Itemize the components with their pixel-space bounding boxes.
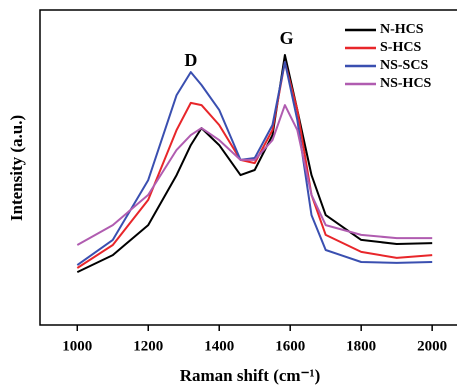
x-tick-label: 1000 xyxy=(62,338,92,354)
x-tick-label: 2000 xyxy=(417,338,447,354)
plot-frame xyxy=(39,9,457,326)
series-line xyxy=(76,61,433,269)
x-tick-label: 1600 xyxy=(275,338,305,354)
series-line xyxy=(76,54,433,274)
y-axis-label: Intensity (a.u.) xyxy=(7,115,26,221)
series-line xyxy=(76,61,433,266)
x-tick-label: 1400 xyxy=(204,338,234,354)
annotation: G xyxy=(280,28,294,48)
legend-label: N-HCS xyxy=(380,22,424,37)
legend-label: NS-SCS xyxy=(380,58,428,73)
x-axis-label: Raman shift (cm⁻¹) xyxy=(180,366,321,385)
series-line xyxy=(76,104,433,246)
legend-label: S-HCS xyxy=(380,40,421,55)
x-tick-label: 1800 xyxy=(346,338,376,354)
x-tick-label: 1200 xyxy=(133,338,163,354)
legend-label: NS-HCS xyxy=(380,76,432,91)
annotation: D xyxy=(184,50,197,70)
